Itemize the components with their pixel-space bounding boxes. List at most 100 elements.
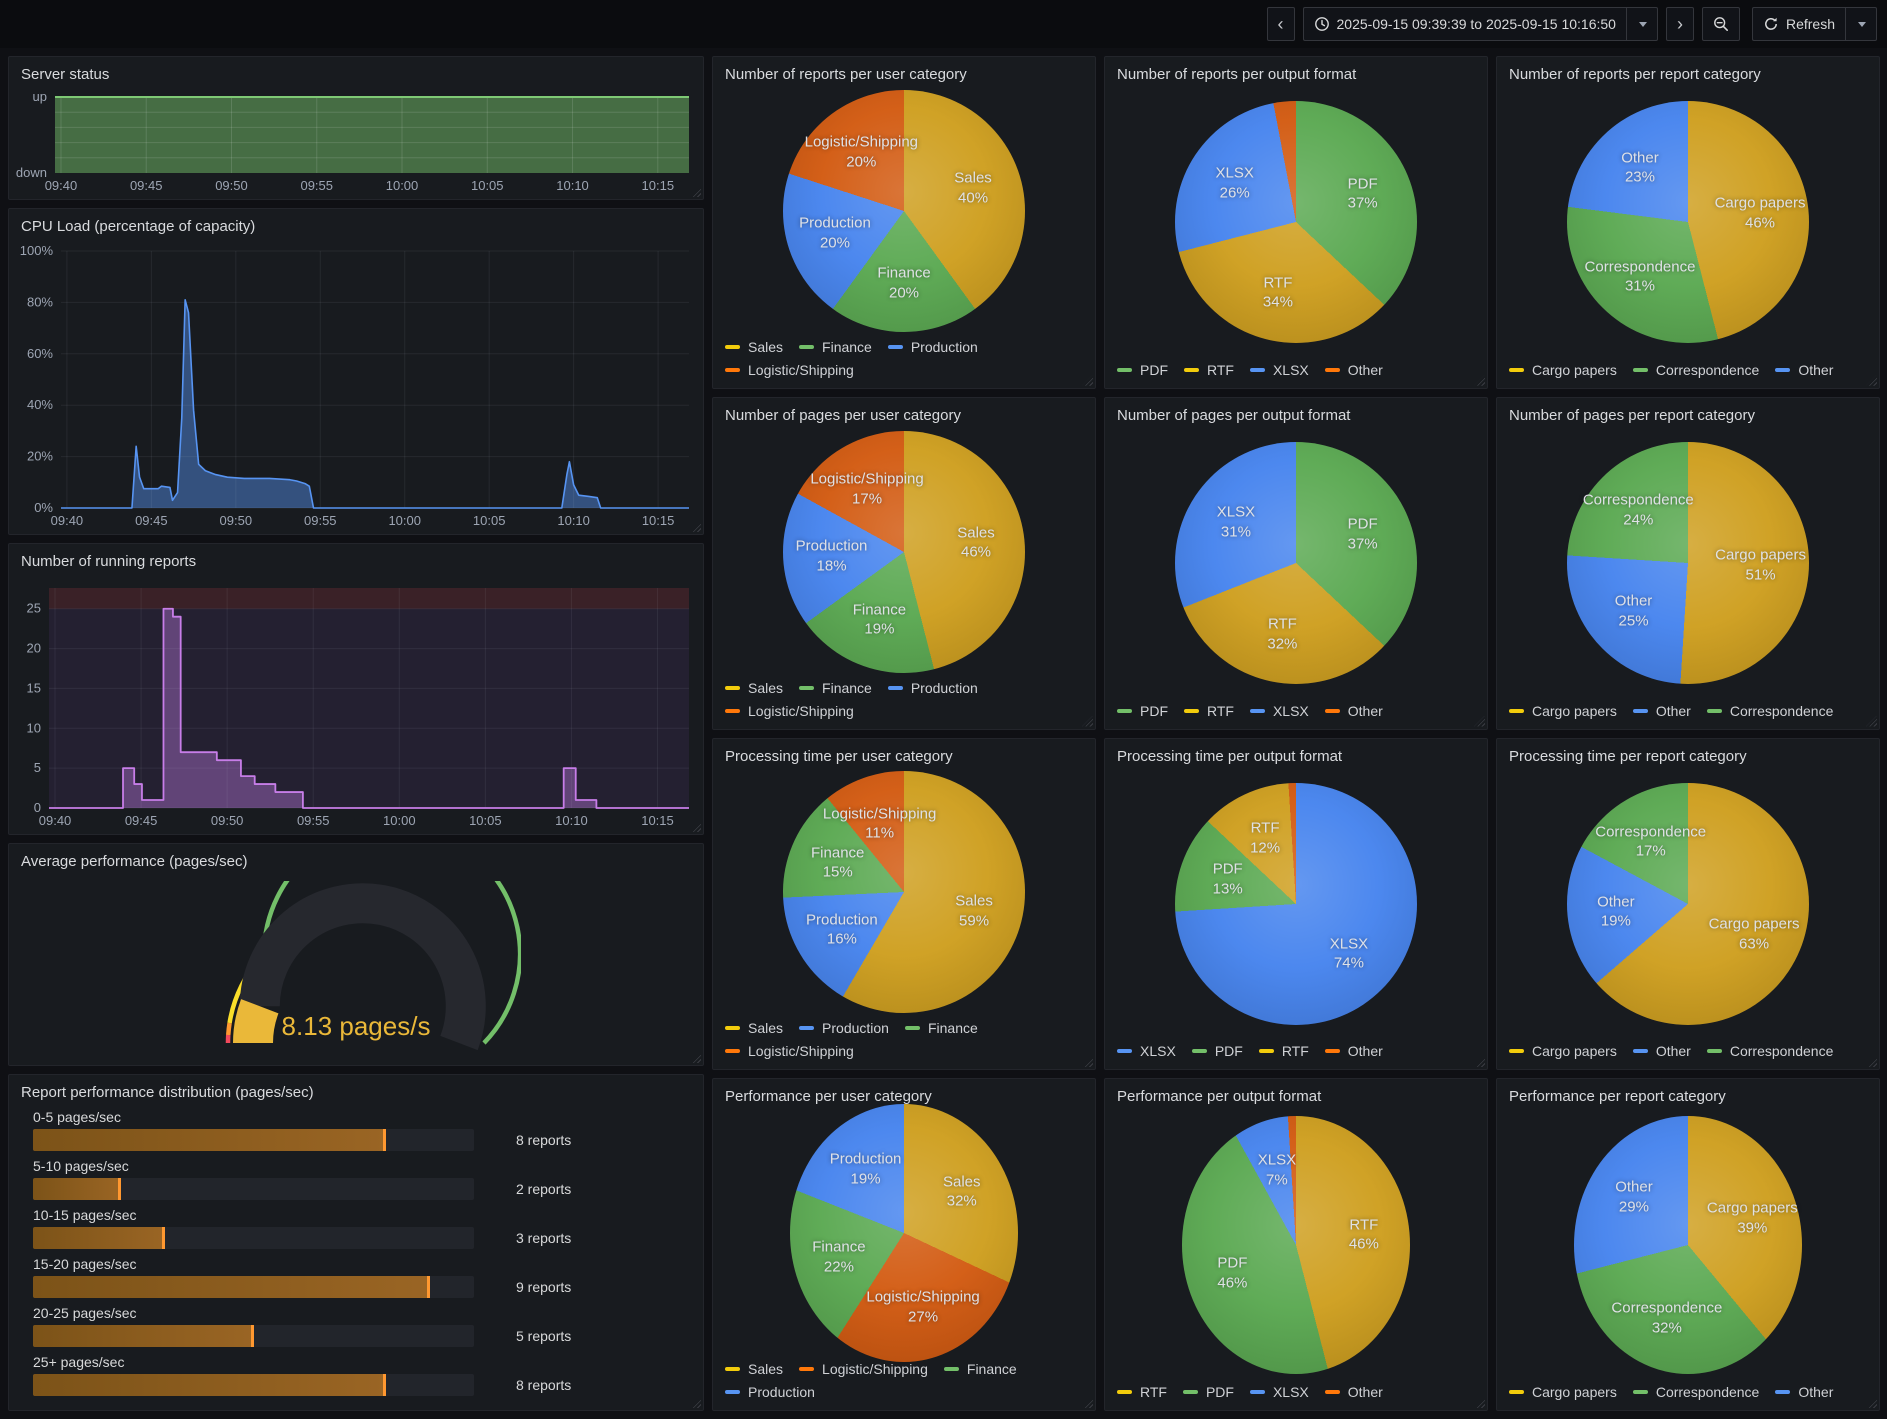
legend-item[interactable]: Sales	[725, 1020, 783, 1036]
svg-text:09:50: 09:50	[211, 813, 244, 828]
svg-text:10:10: 10:10	[557, 513, 590, 528]
resize-handle[interactable]	[690, 521, 701, 532]
panel-title[interactable]: CPU Load (percentage of capacity)	[21, 218, 256, 235]
resize-handle[interactable]	[690, 1397, 701, 1408]
legend-item[interactable]: Logistic/Shipping	[725, 703, 854, 719]
panel-title[interactable]: Number of pages per user category	[725, 406, 961, 424]
legend-item[interactable]: Correspondence	[1632, 362, 1759, 378]
resize-handle[interactable]	[1866, 374, 1877, 386]
svg-text:10:15: 10:15	[642, 513, 675, 528]
legend-item[interactable]: PDF	[1117, 362, 1168, 378]
resize-handle[interactable]	[1866, 1397, 1877, 1408]
legend-item[interactable]: Cargo papers	[1509, 362, 1617, 378]
legend-item[interactable]: Other	[1324, 361, 1383, 378]
legend-item[interactable]: RTF	[1184, 703, 1234, 719]
legend-item[interactable]: XLSX	[1249, 1384, 1309, 1400]
legend-item[interactable]: Correspondence	[1706, 703, 1833, 719]
panel-title[interactable]: Number of reports per user category	[725, 66, 967, 83]
legend-item[interactable]: Other	[1324, 703, 1383, 719]
pie: Sales 59% Production 16% Finance 15% Logistic/…	[783, 771, 1025, 1014]
panel-title[interactable]: Performance per report category	[1509, 1088, 1726, 1106]
legend-item[interactable]: Logistic/Shipping	[725, 362, 854, 378]
legend-series-swatch	[725, 344, 740, 349]
panel-title[interactable]: Processing time per output format	[1117, 747, 1343, 765]
svg-text:09:55: 09:55	[304, 513, 337, 528]
legend-item[interactable]: Production	[799, 1020, 889, 1036]
legend-item[interactable]: Sales	[725, 680, 783, 696]
panel-title[interactable]: Report performance distribution (pages/s…	[21, 1084, 314, 1101]
panel-title[interactable]: Processing time per user category	[725, 747, 953, 765]
panel-title[interactable]: Number of pages per report category	[1509, 406, 1755, 424]
time-range-caret-button[interactable]	[1625, 7, 1658, 41]
legend-item[interactable]: PDF	[1182, 1384, 1234, 1400]
panel-title[interactable]: Number of reports per output format	[1117, 66, 1357, 83]
legend-item[interactable]: Other	[1775, 1384, 1833, 1400]
legend-item[interactable]: XLSX	[1249, 362, 1309, 378]
zoom-out-time-button[interactable]	[1701, 7, 1740, 41]
legend-item[interactable]: RTF	[1184, 362, 1234, 378]
legend-item[interactable]: RTF	[1117, 1384, 1167, 1400]
resize-handle[interactable]	[690, 186, 701, 197]
legend-item[interactable]: Production	[887, 680, 978, 696]
legend-item[interactable]: RTF	[1258, 1043, 1309, 1059]
bar-row: 5-10 pages/sec 2 reports	[33, 1158, 679, 1200]
legend-item[interactable]: Sales	[725, 1361, 783, 1377]
legend-item[interactable]: Logistic/Shipping	[799, 1361, 928, 1377]
panel-title[interactable]: Performance per output format	[1117, 1088, 1322, 1106]
resize-handle[interactable]	[1474, 1056, 1485, 1068]
legend-item[interactable]: Production	[725, 1384, 815, 1400]
panel-title[interactable]: Server status	[21, 66, 110, 83]
resize-handle[interactable]	[1866, 1056, 1877, 1068]
legend-item[interactable]: Logistic/Shipping	[725, 1043, 854, 1059]
panel-title[interactable]: Number of reports per report category	[1509, 66, 1761, 83]
legend-item[interactable]: Finance	[904, 1020, 978, 1036]
legend-item[interactable]: XLSX	[1117, 1043, 1176, 1059]
time-range-picker[interactable]: 2025-09-15 09:39:39 to 2025-09-15 10:16:…	[1302, 7, 1626, 41]
resize-handle[interactable]	[1082, 715, 1093, 727]
legend-item[interactable]: Finance	[943, 1361, 1017, 1377]
legend-item[interactable]: Cargo papers	[1509, 1043, 1617, 1059]
panel-title[interactable]: Number of running reports	[21, 553, 197, 570]
gauge-canvas: 8.13 pages/s	[225, 880, 521, 1050]
time-range-back-button[interactable]: ‹	[1266, 7, 1295, 41]
legend-item[interactable]: Correspondence	[1706, 1043, 1833, 1059]
legend-item[interactable]: Sales	[725, 339, 783, 355]
resize-handle[interactable]	[690, 821, 701, 832]
svg-text:0: 0	[34, 800, 41, 815]
panel-title[interactable]: Number of pages per output format	[1117, 406, 1351, 424]
legend-item[interactable]: Cargo papers	[1509, 1384, 1617, 1400]
panel-title[interactable]: Processing time per report category	[1509, 747, 1747, 765]
legend-item[interactable]: Other	[1632, 1043, 1691, 1059]
legend-series-swatch	[1182, 1390, 1198, 1394]
svg-text:20%: 20%	[27, 449, 53, 464]
resize-handle[interactable]	[1082, 374, 1093, 386]
resize-handle[interactable]	[1474, 1397, 1485, 1408]
legend-item[interactable]: Cargo papers	[1509, 703, 1617, 719]
resize-handle[interactable]	[690, 1052, 701, 1063]
legend-label: Other	[1347, 361, 1383, 378]
resize-handle[interactable]	[1866, 715, 1877, 727]
resize-handle[interactable]	[1082, 1397, 1093, 1408]
legend-label: RTF	[1207, 702, 1234, 719]
legend-item[interactable]: Correspondence	[1632, 1384, 1759, 1400]
legend-item[interactable]: Other	[1324, 1043, 1383, 1059]
legend-series-swatch	[1775, 1390, 1791, 1394]
resize-handle[interactable]	[1474, 374, 1485, 386]
legend-item[interactable]: Production	[887, 339, 978, 355]
pie-shading	[783, 89, 1025, 332]
legend-item[interactable]: Finance	[799, 680, 872, 696]
legend-item[interactable]: Other	[1324, 1384, 1383, 1400]
legend-item[interactable]: XLSX	[1249, 703, 1309, 719]
panel-title[interactable]: Average performance (pages/sec)	[21, 853, 248, 870]
refresh-interval-caret-button[interactable]	[1845, 7, 1877, 41]
refresh-button[interactable]: Refresh	[1751, 7, 1845, 41]
legend-item[interactable]: Other	[1632, 703, 1691, 719]
legend-item[interactable]: Finance	[799, 339, 872, 355]
time-range-forward-button[interactable]: ›	[1665, 7, 1694, 41]
bar-category-label: 10-15 pages/sec	[33, 1207, 137, 1223]
legend-item[interactable]: PDF	[1191, 1043, 1243, 1059]
resize-handle[interactable]	[1082, 1056, 1093, 1068]
resize-handle[interactable]	[1474, 715, 1485, 727]
legend-item[interactable]: PDF	[1117, 703, 1168, 719]
legend-item[interactable]: Other	[1775, 362, 1833, 378]
